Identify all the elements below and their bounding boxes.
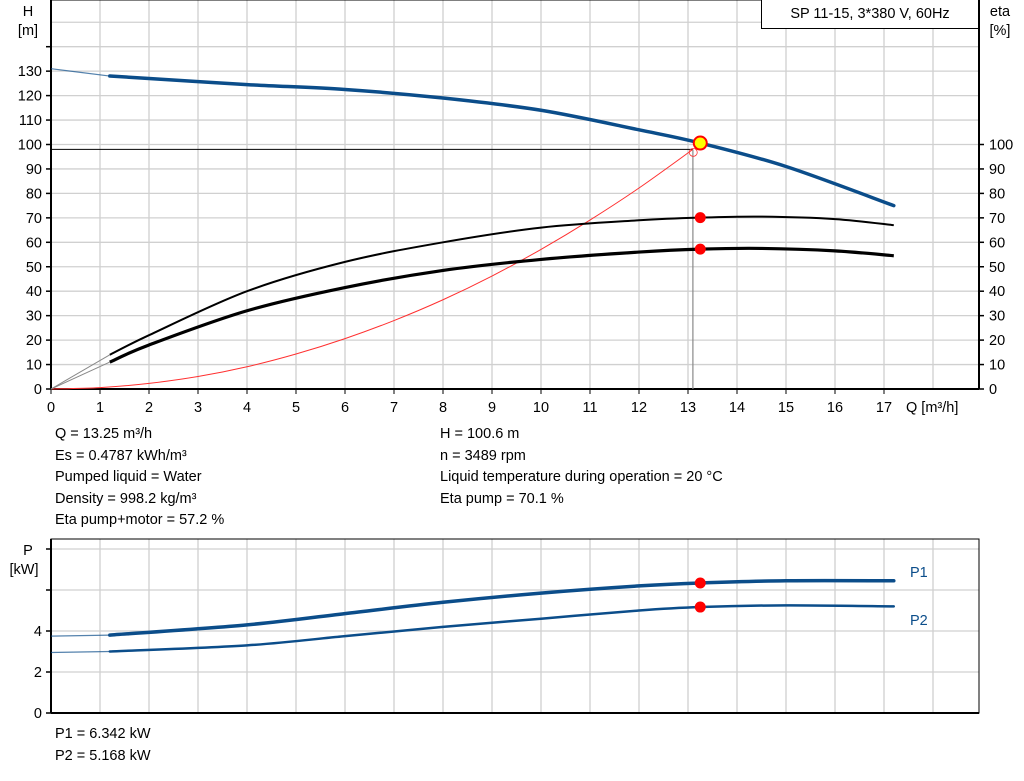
head-curve: [108, 74, 896, 208]
y-tick-label-right: 90: [989, 162, 1005, 178]
y-axis-unit-right: [%]: [990, 23, 1011, 39]
y-tick-label-right: 0: [989, 382, 997, 398]
y-tick-label-right: 50: [989, 260, 1005, 276]
info-temperature: Liquid temperature during operation = 20…: [440, 469, 723, 485]
eta-extrapolated: [50, 361, 111, 390]
plot-frame-bottom: [50, 538, 980, 714]
y-axis-label-right: eta: [990, 4, 1011, 20]
y-tick-label-left: 10: [26, 358, 42, 374]
y-tick-label-left: 70: [26, 211, 42, 227]
head-curve-extrapolated: [50, 68, 110, 77]
x-tick-label: 8: [439, 400, 447, 416]
y-tick-label-left: 120: [18, 89, 42, 105]
info-liquid: Pumped liquid = Water: [55, 469, 202, 485]
y-tick-label-right: 80: [989, 186, 1005, 202]
duty-point-p1: [694, 577, 706, 589]
x-tick-label: 7: [390, 400, 398, 416]
system-duty-marker: [688, 147, 698, 157]
y-tick-label-right: 10: [989, 358, 1005, 374]
x-tick-label: 6: [341, 400, 349, 416]
y-axis-label-left: H: [23, 4, 33, 20]
x-tick-label: 12: [631, 400, 647, 416]
info-eta-pump: Eta pump = 70.1 %: [440, 490, 564, 507]
legend-p1: P1: [910, 565, 928, 581]
x-tick-label: 14: [729, 400, 745, 416]
y-tick-label-right: 100: [989, 138, 1013, 154]
y-tick-label-left: 50: [26, 260, 42, 276]
duty-point-eta-pump: [694, 212, 706, 224]
p-axis-unit: [kW]: [10, 562, 39, 578]
info-density: Density = 998.2 kg/m³: [55, 490, 197, 507]
p-tick-label: 0: [34, 706, 42, 722]
y-tick-label-left: 100: [18, 138, 42, 154]
x-axis-label: Q [m³/h]: [906, 400, 958, 416]
x-tick-label: 2: [145, 400, 153, 416]
x-tick-label: 5: [292, 400, 300, 416]
y-tick-label-right: 30: [989, 309, 1005, 325]
y-tick-label-left: 0: [34, 382, 42, 398]
info-right: H = 100.6 m n = 3489 rpm Liquid temperat…: [440, 424, 723, 510]
info-h: H = 100.6 m: [440, 426, 520, 442]
eta-pump-motor-curve: [109, 246, 894, 364]
info-q: Q = 13.25 m³/h: [55, 426, 153, 442]
y-tick-label-right: 40: [989, 284, 1005, 300]
p2-curve: [108, 604, 896, 653]
duty-point-eta-pump-motor: [694, 243, 706, 255]
y-tick-label-right: 20: [989, 333, 1005, 349]
legend-p2: P2: [910, 613, 928, 629]
y-tick-label-right: 60: [989, 235, 1005, 251]
y-tick-label-right: 70: [989, 211, 1005, 227]
x-tick-label: 11: [582, 400, 597, 416]
x-tick-label: 15: [778, 400, 794, 416]
info-p1: P1 = 6.342 kW: [55, 726, 151, 742]
system-curve: [50, 148, 694, 390]
x-tick-label: 9: [488, 400, 496, 416]
info-p2: P2 = 5.168 kW: [55, 747, 151, 764]
eta-extrapolated: [50, 354, 111, 390]
y-tick-label-left: 60: [26, 235, 42, 251]
x-tick-label: 1: [96, 400, 104, 416]
info-left: Q = 13.25 m³/h Es = 0.4787 kWh/m³ Pumped…: [55, 424, 224, 532]
duty-point-p2: [694, 601, 706, 613]
y-tick-label-left: 40: [26, 284, 42, 300]
info-n: n = 3489 rpm: [440, 447, 526, 464]
x-tick-label: 16: [827, 400, 843, 416]
x-tick-label: 13: [680, 400, 696, 416]
eta-pump-curve: [109, 215, 894, 356]
y-tick-label-left: 110: [19, 113, 42, 129]
y-tick-label-left: 30: [26, 309, 42, 325]
y-tick-label-left: 130: [18, 64, 42, 80]
x-tick-label: 4: [243, 400, 251, 416]
p1-curve-extrapolated: [50, 634, 110, 637]
p2-curve-extrapolated: [50, 650, 110, 654]
p-tick-label: 2: [34, 665, 42, 681]
y-tick-label-left: 80: [26, 186, 42, 202]
info-eta-pump-motor: Eta pump+motor = 57.2 %: [55, 512, 225, 528]
chart-title: SP 11-15, 3*380 V, 60Hz: [761, 0, 979, 29]
x-tick-label: 3: [194, 400, 202, 416]
x-tick-label: 0: [47, 400, 55, 416]
power-info: P1 = 6.342 kW P2 = 5.168 kW: [55, 724, 151, 767]
p-tick-label: 4: [34, 624, 42, 640]
p1-curve: [108, 578, 896, 637]
y-axis-unit-left: [m]: [18, 23, 38, 39]
x-tick-label: 17: [876, 400, 892, 416]
y-tick-label-left: 90: [26, 162, 42, 178]
x-tick-label: 10: [533, 400, 549, 416]
p-axis-label: P: [23, 543, 33, 559]
info-es: Es = 0.4787 kWh/m³: [55, 447, 187, 464]
y-tick-label-left: 20: [26, 333, 42, 349]
duty-point-head: [692, 135, 708, 151]
